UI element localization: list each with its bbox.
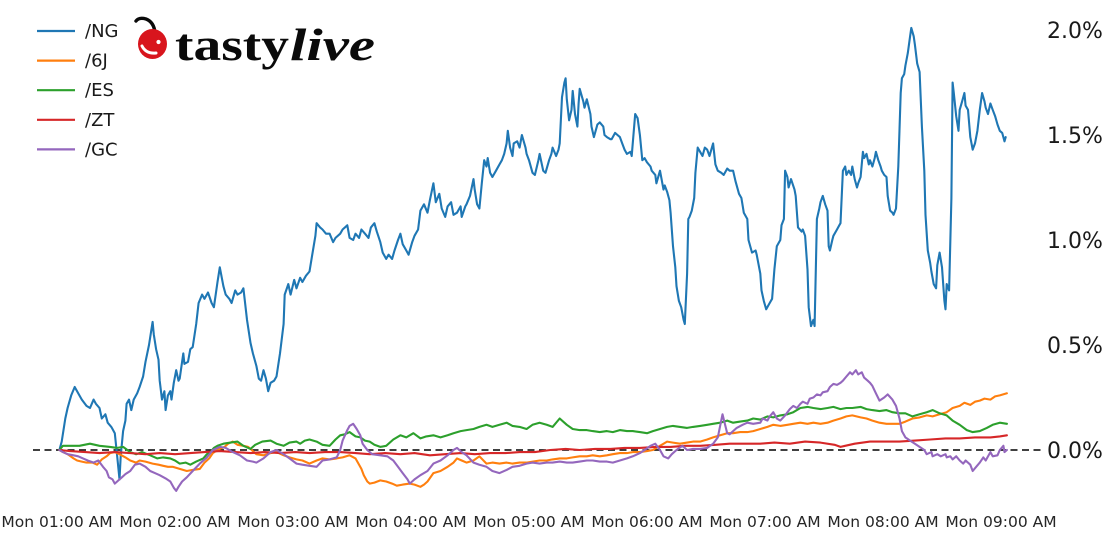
y-tick-label: 1.0%	[1047, 229, 1103, 254]
x-tick-label: Mon 07:00 AM	[709, 513, 820, 531]
x-tick-label: Mon 03:00 AM	[237, 513, 348, 531]
tastylive-logo: tasty live	[134, 16, 375, 70]
x-tick-label: Mon 08:00 AM	[827, 513, 938, 531]
legend-label: /6J	[85, 51, 108, 72]
y-axis-tick-labels: 2.0% 1.5% 1.0% 0.5% 0.0%	[1047, 19, 1103, 464]
x-tick-label: Mon 06:00 AM	[591, 513, 702, 531]
series-line-zt	[58, 434, 1008, 457]
y-tick-label: 2.0%	[1047, 19, 1103, 44]
x-tick-label: Mon 09:00 AM	[945, 513, 1056, 531]
logo-text-tasty: tasty	[175, 19, 289, 70]
legend-item-zt: /ZT	[37, 110, 115, 131]
legend-item-gc: /GC	[37, 139, 118, 160]
x-axis-tick-labels: Mon 01:00 AM Mon 02:00 AM Mon 03:00 AM Mon …	[1, 513, 1056, 531]
y-tick-label: 0.5%	[1047, 334, 1103, 359]
y-tick-label: 0.0%	[1047, 439, 1103, 464]
x-tick-label: Mon 05:00 AM	[473, 513, 584, 531]
series-line-6j	[58, 392, 1008, 488]
series-lines	[58, 26, 1008, 492]
y-tick-label: 1.5%	[1047, 124, 1103, 149]
series-line-es	[58, 405, 1008, 466]
cherry-stem	[134, 16, 157, 35]
legend-label: /ZT	[85, 110, 115, 131]
x-tick-label: Mon 04:00 AM	[355, 513, 466, 531]
logo-text-live: live	[290, 19, 375, 70]
legend-label: /GC	[85, 139, 118, 160]
series-line-ng	[58, 26, 1007, 481]
legend-label: /ES	[85, 80, 114, 101]
cherry-highlight	[140, 44, 158, 55]
legend: /NG/6J/ES/ZT/GC	[37, 21, 118, 160]
legend-item-es: /ES	[37, 80, 114, 101]
x-tick-label: Mon 01:00 AM	[1, 513, 112, 531]
x-tick-label: Mon 02:00 AM	[119, 513, 230, 531]
cherry-icon	[134, 16, 167, 59]
cherry-shine-dot	[156, 39, 161, 45]
legend-label: /NG	[85, 21, 118, 42]
legend-item-ng: /NG	[37, 21, 118, 42]
legend-item-6j: /6J	[37, 51, 108, 72]
series-line-gc	[58, 369, 1008, 492]
